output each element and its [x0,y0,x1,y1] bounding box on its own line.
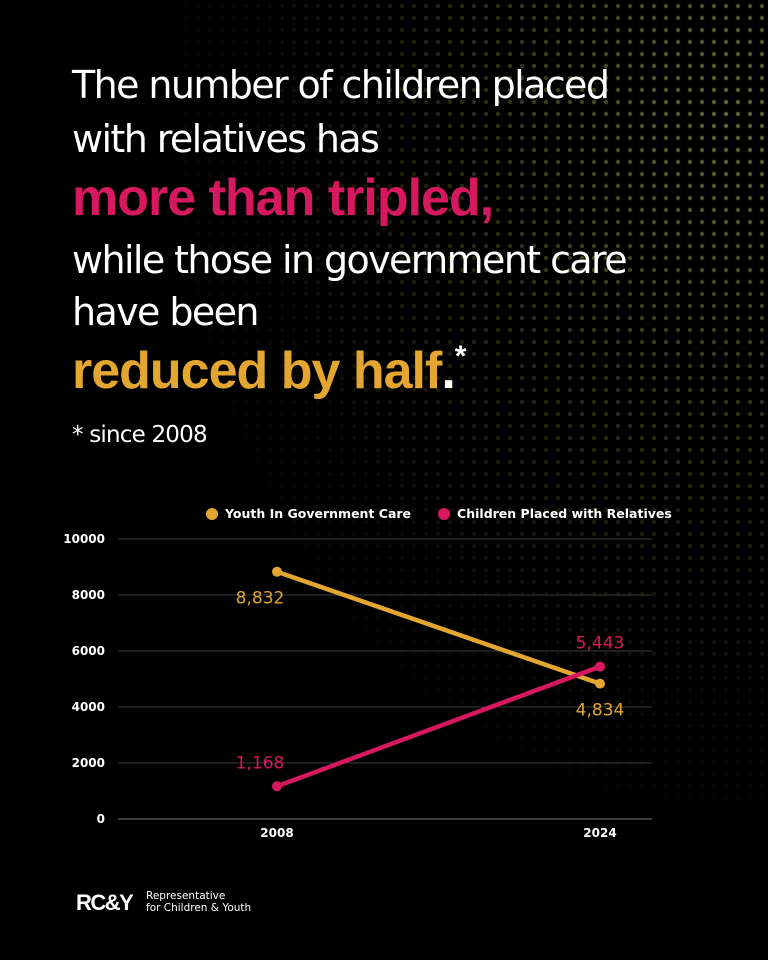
value-label: 5,443 [576,634,625,654]
chart: 0 2000 4000 6000 8000 10000 2008 2024 Youth In G… [63,506,672,840]
headline-line: The number of children placed [71,63,608,107]
value-label: 4,834 [576,701,625,721]
end-mark: . [441,342,454,400]
headline-line: with relatives has [72,117,378,161]
headline-highlight: reduced by half.* [72,340,467,400]
x-tick-label: 2024 [583,826,616,840]
y-tick-label: 6000 [72,644,105,658]
headline-highlight: more than tripled, [72,169,493,227]
data-point [595,661,605,672]
footnote: * since 2008 [72,422,207,448]
value-label: 1,168 [236,753,285,773]
logo-text: for Children & Youth [146,902,251,914]
y-tick-label: 2000 [72,756,105,770]
asterisk: * [455,340,467,373]
data-point [272,566,282,577]
x-tick-label: 2008 [260,826,293,840]
series-line [276,569,601,686]
legend-label: Youth In Government Care [224,506,411,521]
highlight-text: reduced by half [72,342,443,400]
headline-line: have been [72,290,258,334]
data-point [272,781,282,792]
data-point [595,678,605,689]
logo-text: Representative [146,890,225,902]
y-tick-label: 0 [97,812,105,826]
legend-swatch [438,508,451,520]
headline-line: while those in government care [72,238,626,282]
legend-label: Children Placed with Relatives [457,506,672,521]
series-line [276,664,601,789]
legend-swatch [206,508,218,520]
y-tick-label: 10000 [63,532,105,546]
value-label: 8,832 [236,589,285,609]
y-tick-label: 4000 [72,700,105,714]
logo-mark: RC&Y [76,890,134,915]
y-tick-label: 8000 [72,588,105,602]
